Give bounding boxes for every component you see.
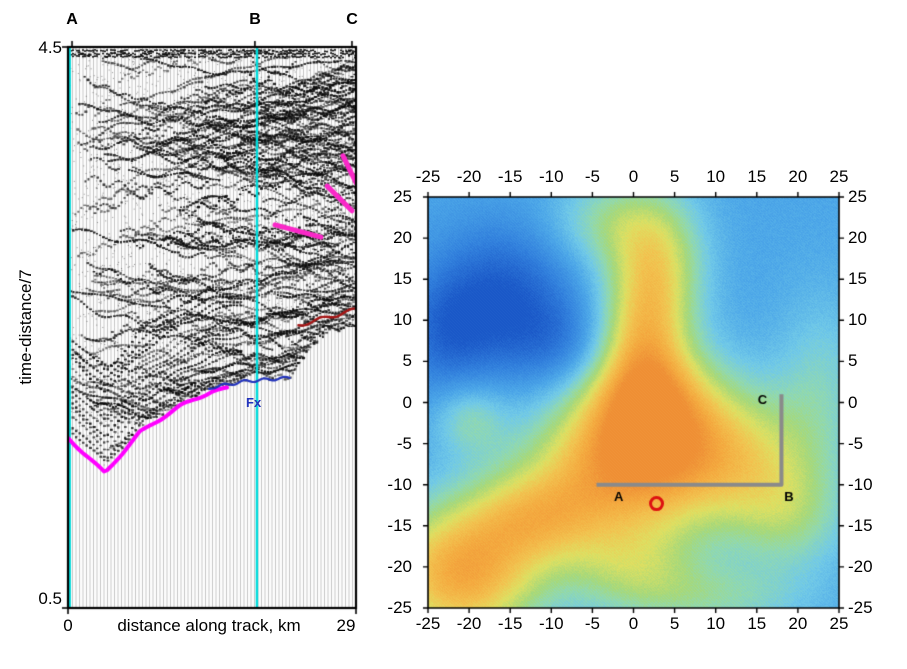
map-left-tick-label: -15 — [387, 515, 412, 535]
seismic-top-label-c: C — [346, 11, 358, 28]
map-left-tick-label: -10 — [387, 474, 412, 494]
map-top-tick-label: 0 — [628, 167, 639, 186]
map-right-tick-label: -15 — [848, 515, 873, 535]
seismic-ytick-top: 4.5 — [38, 38, 62, 57]
seismic-top-label-b: B — [249, 11, 261, 28]
map-left-tick-label: 5 — [402, 351, 412, 371]
seismic-x-axis-title: distance along track, km — [117, 616, 301, 635]
map-top-tick-label: -5 — [584, 167, 600, 186]
map-left-tick-label: -25 — [387, 598, 412, 617]
map-right-tick-label: 10 — [848, 310, 867, 330]
map-left-tick-label: 0 — [402, 392, 412, 412]
map-right-tick-label: 0 — [848, 392, 858, 412]
map-top-tick-label: 20 — [788, 167, 808, 186]
fx-annotation: Fx — [246, 395, 262, 410]
map-top-tick-label: -20 — [456, 167, 482, 186]
seismic-xtick-right: 29 — [336, 616, 356, 635]
map-right-tick-label: 25 — [848, 187, 867, 206]
map-top-tick-label: -10 — [539, 167, 564, 186]
map-left-tick-label: 20 — [393, 228, 412, 248]
map-right-tick-label: -25 — [848, 598, 873, 617]
map-right-tick-label: -20 — [848, 556, 873, 576]
map-top-tick-label: -25 — [415, 167, 441, 186]
map-left-tick-label: 25 — [393, 187, 412, 206]
map-left-tick-label: 10 — [393, 310, 412, 330]
seismic-ytick-bottom: 0.5 — [38, 589, 62, 608]
map-left-tick-label: -5 — [396, 433, 412, 453]
map-right-tick-label: 15 — [848, 269, 867, 289]
map-top-tick-label: -15 — [497, 167, 523, 186]
map-right-tick-label: -10 — [848, 474, 873, 494]
map-top-tick-label: 10 — [706, 167, 726, 186]
map-top-tick-label: 5 — [669, 167, 680, 186]
seismic-y-axis-title: time-distance/7 — [16, 269, 35, 385]
map-top-tick-label: 25 — [829, 167, 849, 186]
map-right-tick-label: -5 — [848, 433, 864, 453]
bathymetry-map-canvas — [418, 187, 849, 618]
seismic-section-canvas — [58, 37, 366, 618]
map-right-tick-label: 20 — [848, 228, 867, 248]
seismic-top-label-a: A — [66, 11, 78, 28]
map-top-tick-label: 15 — [747, 167, 767, 186]
map-left-tick-label: 15 — [393, 269, 412, 289]
map-right-tick-label: 5 — [848, 351, 858, 371]
map-left-tick-label: -20 — [387, 556, 412, 576]
seismic-xtick-left: 0 — [63, 616, 73, 635]
